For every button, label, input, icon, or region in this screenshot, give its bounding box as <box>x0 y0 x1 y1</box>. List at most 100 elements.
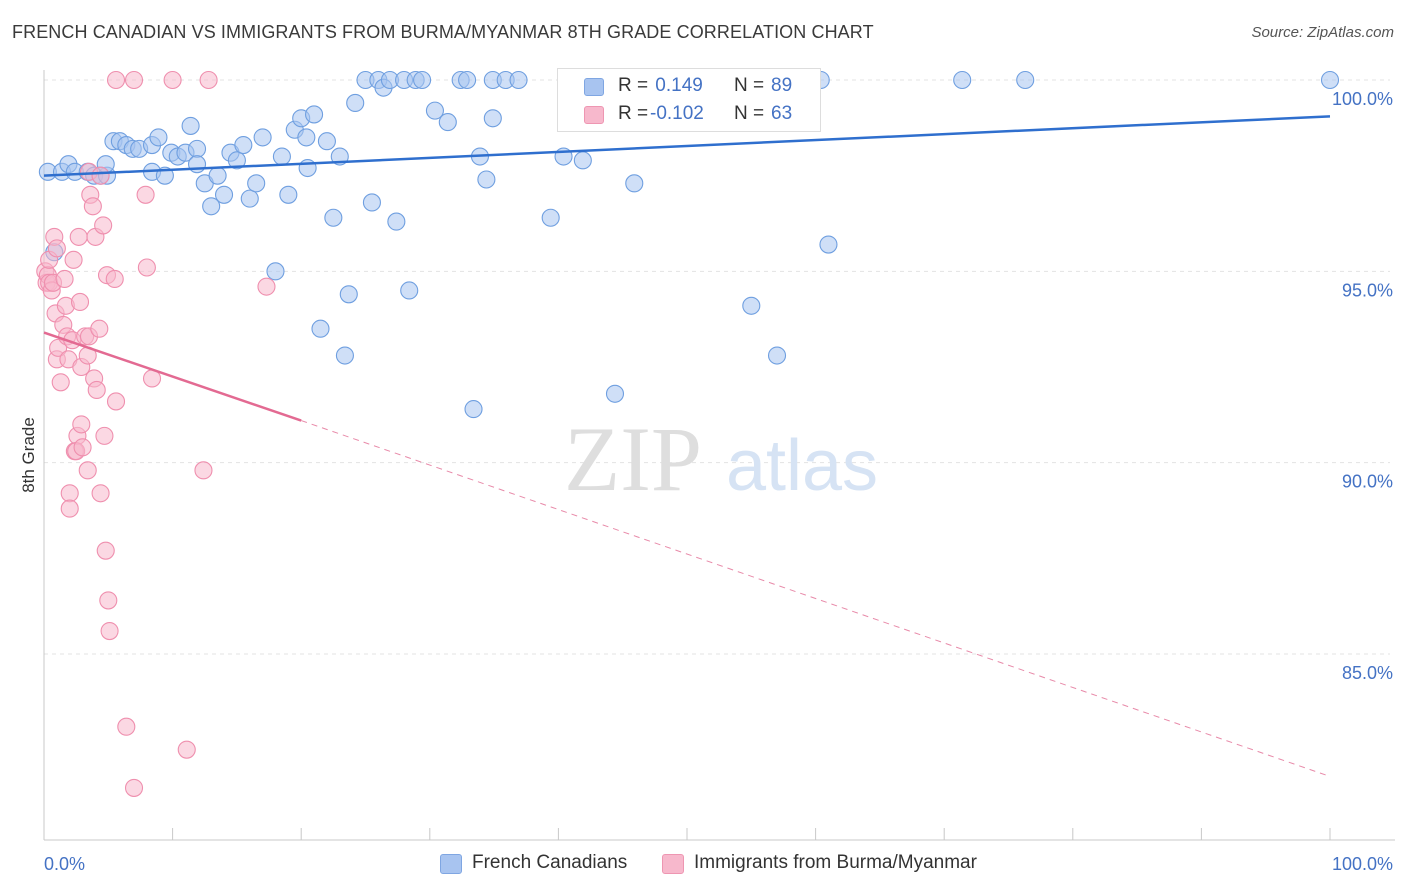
point-french-canadians <box>438 113 457 132</box>
point-french-canadians <box>605 384 625 403</box>
point-french-canadians <box>187 139 207 158</box>
point-burma <box>95 426 114 445</box>
point-burma <box>199 70 218 90</box>
point-french-canadians <box>625 174 644 193</box>
point-burma <box>106 70 126 90</box>
point-french-canadians <box>305 105 324 124</box>
point-burma <box>91 484 110 503</box>
source-label: Source: ZipAtlas.com <box>1251 24 1394 41</box>
point-burma <box>124 70 144 90</box>
legend-row-french-canadians: R = 0.149 N = 89 <box>558 71 820 101</box>
point-french-canadians <box>458 70 477 90</box>
point-burma <box>64 250 83 269</box>
point-burma <box>87 380 106 400</box>
point-burma <box>163 70 182 90</box>
point-french-canadians <box>819 235 838 254</box>
watermark: ZIP atlas <box>564 408 878 510</box>
watermark-atlas: atlas <box>726 426 878 506</box>
legend-swatch-blue <box>584 78 604 96</box>
point-french-canadians <box>279 185 298 204</box>
n-label: N = <box>734 75 765 96</box>
r-value: -0.102 <box>650 103 704 124</box>
axes <box>43 70 1395 841</box>
point-burma <box>117 717 136 736</box>
point-french-canadians <box>335 346 354 365</box>
point-french-canadians <box>509 70 528 90</box>
point-french-canadians <box>541 208 560 227</box>
point-french-canadians <box>317 132 336 151</box>
tick-labels: 100.0% 95.0% 90.0% 85.0% 0.0% 100.0% <box>44 89 1393 874</box>
watermark-zip: ZIP <box>564 408 702 510</box>
point-french-canadians <box>483 109 502 128</box>
point-burma <box>177 740 196 759</box>
point-french-canadians <box>297 128 316 147</box>
point-burma <box>83 197 102 216</box>
point-french-canadians <box>149 128 168 147</box>
point-french-canadians <box>227 151 246 170</box>
point-burma <box>194 461 213 480</box>
n-value: 89 <box>771 75 793 96</box>
point-french-canadians <box>247 174 266 193</box>
n-value: 63 <box>771 103 793 124</box>
point-burma <box>55 269 74 289</box>
point-french-canadians <box>767 346 787 365</box>
point-french-canadians <box>413 70 432 90</box>
point-french-canadians <box>187 155 207 174</box>
point-french-canadians <box>253 128 272 147</box>
point-burma <box>124 778 144 797</box>
legend-swatch-pink <box>662 854 684 874</box>
legend-label: French Canadians <box>472 852 628 873</box>
r-label: R = <box>618 75 649 96</box>
point-french-canadians <box>1320 70 1340 90</box>
point-burma <box>69 227 88 246</box>
point-burma <box>100 621 119 641</box>
x-tick-label: 0.0% <box>44 854 85 874</box>
trend-lines <box>43 115 1331 777</box>
point-french-canadians <box>240 189 259 208</box>
y-axis-label: 8th Grade <box>19 417 38 493</box>
point-burma <box>72 415 91 434</box>
trend-line-french-canadians <box>43 115 1331 177</box>
point-burma <box>70 292 90 311</box>
point-burma <box>73 438 92 457</box>
stats-legend: R = 0.149 N = 89 R = -0.102 N = 63 <box>557 68 821 132</box>
point-french-canadians <box>953 70 972 90</box>
point-burma <box>106 392 126 411</box>
point-burma <box>91 166 110 185</box>
point-french-canadians <box>214 185 234 204</box>
point-french-canadians <box>339 285 358 304</box>
r-label: R = <box>618 103 649 124</box>
point-french-canadians <box>202 197 221 216</box>
point-burma <box>96 541 115 560</box>
point-burma <box>90 319 109 338</box>
point-french-canadians <box>400 281 419 300</box>
point-french-canadians <box>573 151 592 170</box>
point-french-canadians <box>362 193 381 212</box>
point-burma <box>78 461 97 480</box>
legend-label: Immigrants from Burma/Myanmar <box>694 852 977 873</box>
point-french-canadians <box>272 147 291 166</box>
point-burma <box>60 499 79 518</box>
point-french-canadians <box>234 136 253 155</box>
y-tick-label: 100.0% <box>1332 89 1393 109</box>
point-french-canadians <box>346 93 365 113</box>
point-french-canadians <box>387 212 406 231</box>
y-tick-label: 85.0% <box>1342 663 1393 683</box>
trend-line-burma <box>43 331 302 422</box>
x-tick-label: 100.0% <box>1332 854 1393 874</box>
point-french-canadians <box>324 208 343 227</box>
point-french-canadians <box>311 319 330 338</box>
point-burma <box>105 269 124 289</box>
point-french-canadians <box>181 116 200 135</box>
point-french-canadians <box>208 166 227 185</box>
point-burma <box>136 185 155 204</box>
point-burma <box>60 484 79 503</box>
point-french-canadians <box>464 400 483 419</box>
y-tick-label: 90.0% <box>1342 472 1393 492</box>
point-burma <box>257 277 276 296</box>
legend-row-burma: R = -0.102 N = 63 <box>558 99 820 129</box>
point-burma <box>94 216 113 235</box>
point-burma <box>47 239 66 258</box>
series-legend: French Canadians Immigrants from Burma/M… <box>0 852 1406 878</box>
